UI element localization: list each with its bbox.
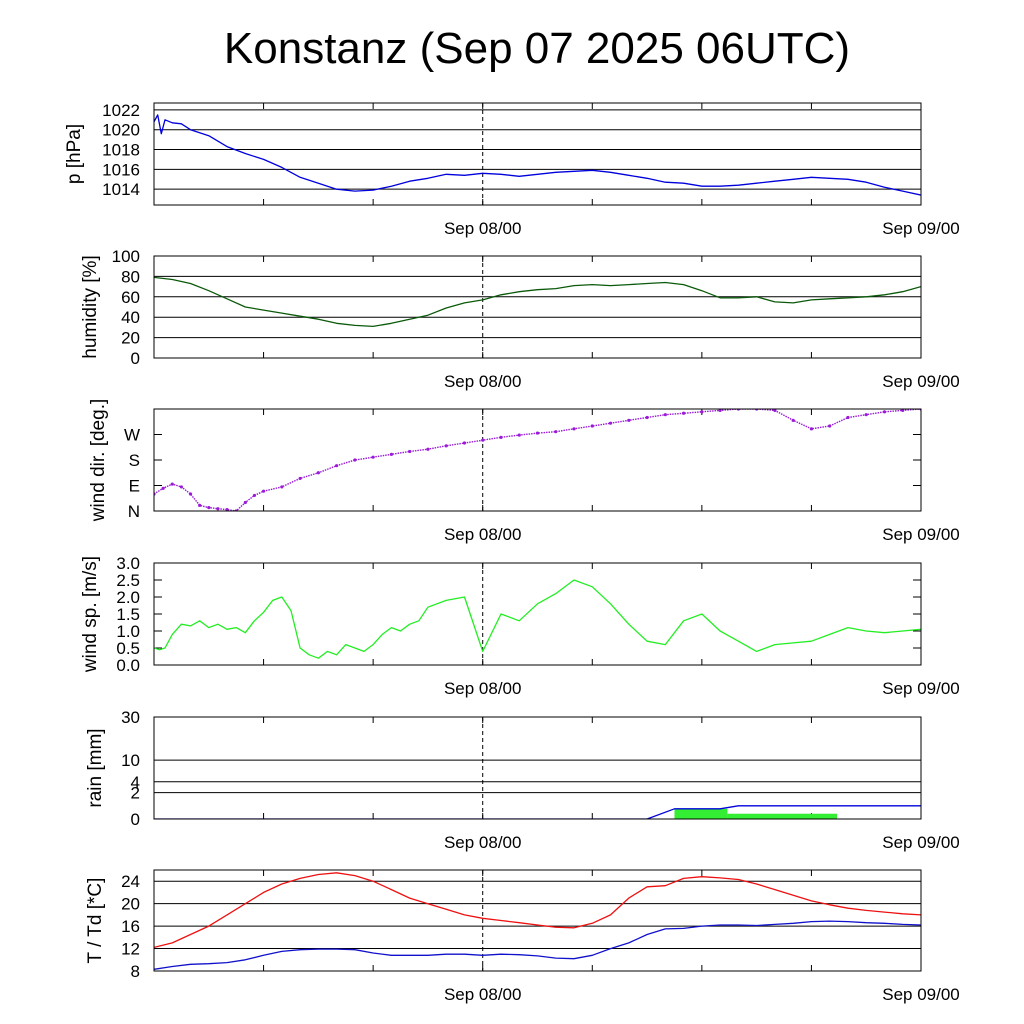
- y-tick-label: 80: [121, 267, 140, 286]
- plot-area: [154, 805, 921, 819]
- y-tick-label: 16: [121, 917, 140, 936]
- series-line-temperature: [154, 872, 921, 949]
- y-tick-label: 10: [121, 751, 140, 770]
- y-tick-label: 3.0: [116, 554, 140, 573]
- x-tick-label: Sep 09/00: [882, 219, 960, 238]
- y-tick-label: 1022: [102, 101, 140, 120]
- y-tick-label: 1020: [102, 121, 140, 140]
- y-axis-label: T / Td [*C]: [85, 878, 106, 964]
- y-axis-label: humidity [%]: [80, 255, 101, 358]
- y-axis-label: wind sp. [m/s]: [80, 556, 101, 673]
- y-tick-label: 1.0: [116, 622, 140, 641]
- panel-wind_speed: 0.00.51.01.52.02.53.0 Sep 08/00 Sep 09/00 w…: [80, 554, 960, 698]
- y-tick-label: 1016: [102, 160, 140, 179]
- y-tick-label: 20: [121, 895, 140, 914]
- y-tick-label: 40: [121, 308, 140, 327]
- y-tick-label: 60: [121, 288, 140, 307]
- plot-area: [154, 872, 921, 970]
- y-tick-label: 100: [112, 247, 140, 266]
- y-tick-label: 8: [131, 962, 140, 981]
- y-axis-label: rain [mm]: [85, 728, 106, 807]
- series-line-rain_total: [154, 805, 921, 819]
- y-tick-label: 0.5: [116, 639, 140, 658]
- y-tick-label: 2: [131, 784, 140, 803]
- x-tick-label: Sep 08/00: [444, 372, 522, 391]
- y-tick-label: E: [129, 477, 140, 496]
- y-tick-label: 30: [121, 708, 140, 727]
- x-tick-label: Sep 09/00: [882, 679, 960, 698]
- plot-area: [154, 409, 921, 511]
- series-line-humidity: [154, 276, 921, 328]
- x-tick-label: Sep 08/00: [444, 679, 522, 698]
- x-tick-label: Sep 09/00: [882, 525, 960, 544]
- y-axis-label: p [hPa]: [64, 124, 85, 184]
- data-point: [700, 410, 704, 414]
- y-tick-label: 1.5: [116, 605, 140, 624]
- y-tick-label: 0: [131, 349, 140, 368]
- series-line-wind_dir: [154, 409, 921, 511]
- y-tick-label: 4: [131, 773, 140, 792]
- page-title: Konstanz (Sep 07 2025 06UTC): [223, 24, 851, 73]
- rain-bar: [727, 813, 837, 819]
- y-tick-label: 1014: [102, 180, 140, 199]
- y-tick-label: N: [128, 502, 140, 521]
- y-tick-label: W: [124, 426, 140, 445]
- y-tick-label: 0.0: [116, 656, 140, 675]
- data-point: [554, 430, 558, 434]
- y-tick-label: 2.5: [116, 571, 140, 590]
- y-tick-label: 24: [121, 872, 140, 891]
- y-tick-label: 2.0: [116, 588, 140, 607]
- rain-bar: [674, 808, 728, 819]
- series-line-pressure: [154, 114, 921, 196]
- y-axis-label: wind dir. [deg.]: [88, 399, 109, 523]
- plot-frame: [153, 255, 922, 359]
- plot-area: [154, 579, 921, 659]
- y-tick-label: 20: [121, 329, 140, 348]
- y-tick-label: S: [129, 451, 140, 470]
- plot-frame: [153, 716, 922, 820]
- x-tick-label: Sep 09/00: [882, 985, 960, 1004]
- y-tick-label: 1018: [102, 141, 140, 160]
- x-tick-label: Sep 08/00: [444, 985, 522, 1004]
- plot-frame: [153, 562, 922, 666]
- plot-frame: [153, 102, 922, 206]
- x-tick-label: Sep 08/00: [444, 525, 522, 544]
- x-tick-label: Sep 09/00: [882, 833, 960, 852]
- plot-area: [154, 276, 921, 328]
- plot-area: [154, 114, 921, 196]
- series-line-dewpoint: [154, 920, 921, 970]
- y-tick-label: 0: [131, 810, 140, 829]
- plot-frame: [153, 869, 922, 972]
- panel-rain: 0 24 10 30 Sep 08/00 Sep 09/00 rain [mm]: [85, 708, 960, 852]
- series-line-wind_speed: [154, 579, 921, 659]
- panel-temperature: 8 12 16 20 24 Sep 08/00 Sep 09/00 T / Td [*C]: [85, 869, 960, 1004]
- x-tick-label: Sep 09/00: [882, 372, 960, 391]
- y-tick-label: 12: [121, 940, 140, 959]
- x-tick-label: Sep 08/00: [444, 219, 522, 238]
- x-tick-label: Sep 08/00: [444, 833, 522, 852]
- plot-frame: [153, 408, 922, 512]
